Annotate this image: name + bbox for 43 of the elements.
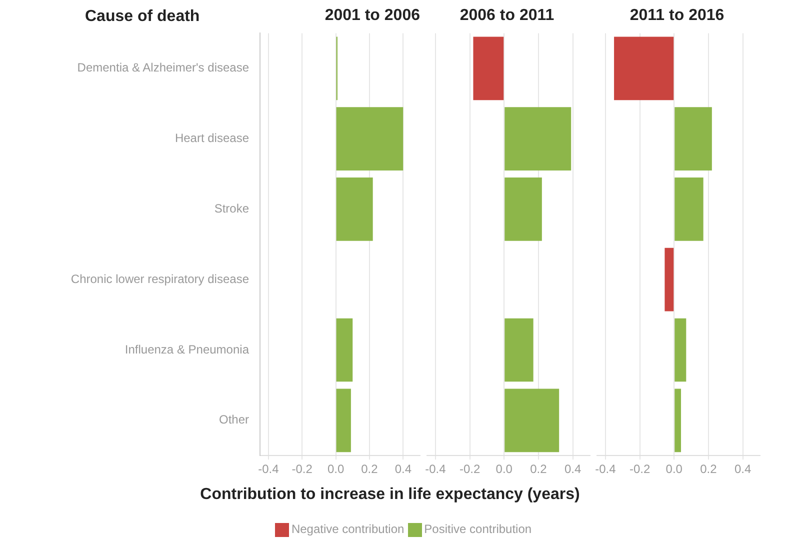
x-tick-label: 0.2 <box>361 462 378 476</box>
y-tick-label: Other <box>218 412 249 427</box>
y-tick-label: Stroke <box>214 202 250 216</box>
legend-label: Positive contribution <box>423 522 532 537</box>
bar <box>504 178 542 241</box>
x-tick-label: 0.2 <box>530 462 548 476</box>
x-tick-label: -0.2 <box>459 462 480 476</box>
x-tick-label: 0.0 <box>496 462 513 476</box>
bar <box>674 388 682 452</box>
x-tick-label: -0.4 <box>258 462 280 476</box>
y-tick-label: Dementia & Alzheimer's disease <box>77 60 250 75</box>
x-tick-label: -0.2 <box>292 462 313 476</box>
bar <box>504 318 534 382</box>
bar <box>336 107 404 170</box>
bar <box>674 178 704 241</box>
bar <box>674 318 686 382</box>
x-tick-label: 0.0 <box>666 462 683 476</box>
x-axis-title: Contribution to increase in life expectancy (years) <box>199 486 581 504</box>
x-tick-label: 0.4 <box>394 462 412 476</box>
x-tick-label: -0.4 <box>595 462 616 476</box>
y-axis-title: Cause of death <box>85 8 200 26</box>
bar <box>336 318 353 382</box>
legend-label: Negative contribution <box>290 522 404 537</box>
bar <box>674 107 712 170</box>
x-tick-label: 0.4 <box>734 462 752 476</box>
chart-title: 2001 to 2006 <box>324 7 420 24</box>
chart-title: 2006 to 2011 <box>460 7 554 24</box>
bar <box>473 36 504 100</box>
x-tick-label: 0.4 <box>564 462 582 476</box>
bar <box>336 388 351 452</box>
x-tick-label: 0.2 <box>700 462 718 476</box>
bar <box>504 388 560 452</box>
y-tick-label: Heart disease <box>174 131 250 146</box>
bar <box>614 36 674 100</box>
y-tick-label: Chronic lower respiratory disease <box>70 272 250 286</box>
chart-title: 2011 to 2016 <box>630 7 724 24</box>
x-tick-label: -0.4 <box>425 462 446 476</box>
bar <box>336 178 373 241</box>
x-tick-label: -0.2 <box>629 462 650 476</box>
bar <box>504 107 572 170</box>
y-tick-label: Influenza & Pneumonia <box>124 342 250 356</box>
x-tick-label: 0.0 <box>327 462 344 476</box>
bar <box>664 248 674 312</box>
